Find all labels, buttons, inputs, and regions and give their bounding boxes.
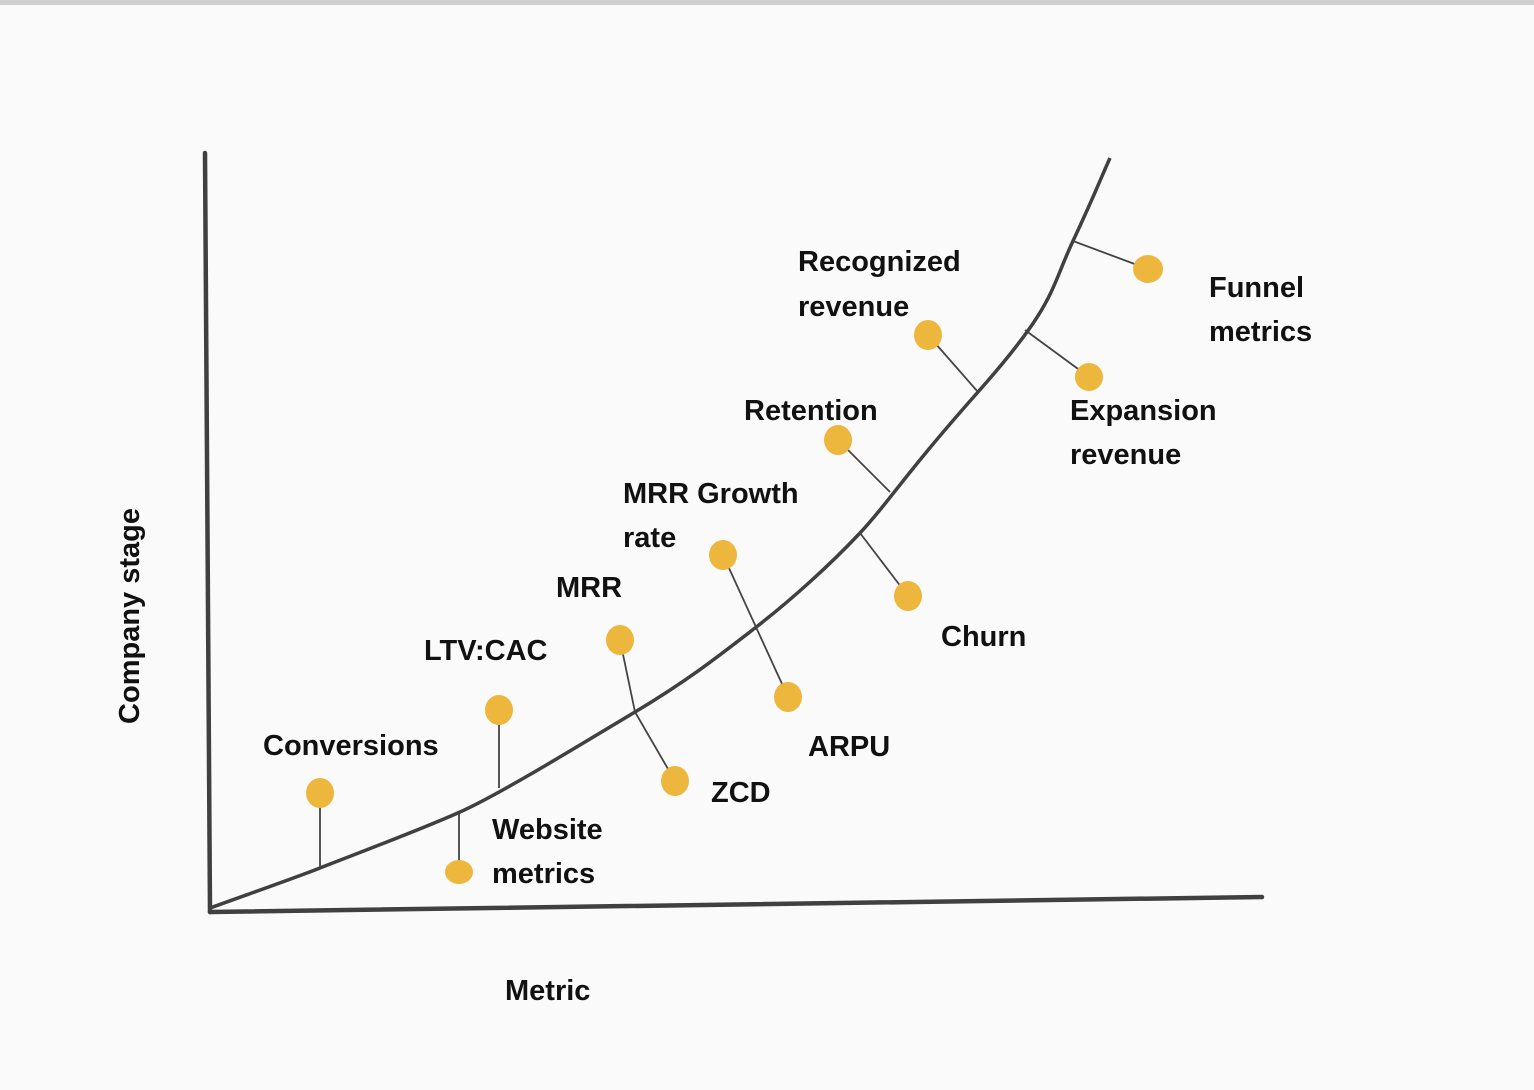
label-ltv-cac: LTV:CAC	[424, 635, 548, 667]
label-churn: Churn	[941, 621, 1026, 653]
pin-mrr-zcd: MRR ZCD	[556, 572, 771, 809]
x-axis	[207, 894, 1265, 915]
dot-conversions	[306, 778, 334, 808]
label-mrr-growth-2: rate	[623, 522, 676, 554]
x-axis-label: Metric	[505, 975, 590, 1007]
label-website-1: Website	[492, 814, 603, 846]
label-mrr-growth-1: MRR Growth	[623, 478, 799, 510]
pin-churn: Churn	[859, 532, 1026, 653]
label-recognized-2: revenue	[798, 291, 909, 323]
pin-mrr-growth-arpu: MRR Growth rate ARPU	[623, 478, 890, 763]
y-axis-label: Company stage	[114, 508, 146, 724]
label-expansion-2: revenue	[1070, 439, 1181, 471]
label-arpu: ARPU	[808, 731, 890, 763]
label-retention: Retention	[744, 395, 878, 427]
pin-conversions: Conversions	[263, 730, 439, 868]
label-funnel-1: Funnel	[1209, 272, 1304, 304]
pin-retention: Retention	[744, 395, 891, 493]
y-axis	[202, 150, 213, 915]
label-website-2: metrics	[492, 858, 595, 890]
pin-expansion-revenue: Expansion revenue	[1024, 329, 1217, 471]
pin-website-metrics: Website metrics	[445, 814, 603, 890]
label-expansion-1: Expansion	[1070, 395, 1217, 427]
label-mrr: MRR	[556, 572, 622, 604]
label-recognized-1: Recognized	[798, 246, 961, 278]
pin-ltv-cac: LTV:CAC	[424, 635, 548, 788]
pin-recognized-revenue: Recognized revenue	[798, 246, 979, 393]
label-zcd: ZCD	[711, 777, 771, 809]
growth-curve	[209, 157, 1112, 910]
label-conversions: Conversions	[263, 730, 439, 762]
pin-funnel-metrics: Funnel metrics	[1072, 240, 1312, 348]
top-border	[0, 0, 1534, 5]
label-funnel-2: metrics	[1209, 316, 1312, 348]
